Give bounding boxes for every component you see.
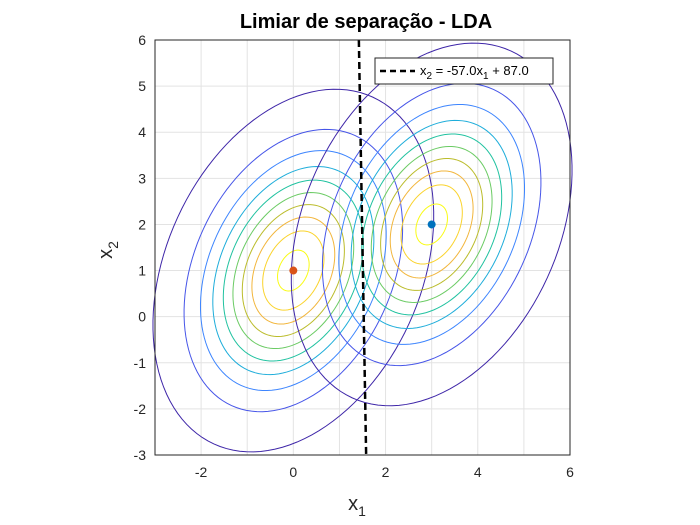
x-tick-label: 6: [566, 464, 574, 480]
y-tick-label: -1: [134, 355, 147, 371]
contour-line: [212, 166, 375, 376]
contour-line: [251, 216, 336, 325]
contour-line: [370, 145, 493, 303]
contour-line: [241, 204, 345, 337]
contour-line: [183, 128, 404, 413]
y-tick-label: -3: [134, 447, 147, 463]
y-tick-label: 5: [138, 78, 146, 94]
mean-marker: [289, 266, 298, 275]
y-tick-label: 2: [138, 216, 146, 232]
contour-line: [262, 230, 325, 311]
contour-line: [361, 133, 503, 316]
plot-frame: [154, 39, 571, 456]
contour-line: [199, 150, 387, 392]
contour-line: [152, 88, 435, 453]
legend: x2 = -57.0x1 + 87.0: [374, 57, 554, 85]
y-tick-label: 4: [138, 124, 146, 140]
x-tick-label: 0: [289, 464, 297, 480]
y-axis-label: x2: [95, 241, 121, 259]
contour-line: [277, 249, 310, 292]
y-tick-labels: -3 -2 -1 0 1 2 3 4 5 6: [134, 32, 147, 463]
contour-line: [338, 103, 526, 345]
y-tick-label: -2: [134, 401, 147, 417]
contour-line: [290, 42, 573, 407]
x-tick-label: -2: [195, 464, 208, 480]
y-tick-label: 1: [138, 263, 146, 279]
x-tick-label: 2: [382, 464, 390, 480]
contour-line: [400, 184, 463, 265]
mean-markers: [289, 220, 436, 275]
contour-line: [380, 158, 484, 291]
contour-plot: [152, 42, 573, 453]
y-tick-label: 6: [138, 32, 146, 48]
contour-line: [232, 192, 355, 350]
chart-title: Limiar de separação - LDA: [240, 11, 492, 33]
y-tick-label: 3: [138, 170, 146, 186]
x-axis-label: x1: [348, 493, 366, 519]
contour-line: [389, 170, 474, 279]
x-tick-label: 4: [474, 464, 482, 480]
legend-entry-label: x2 = -57.0x1 + 87.0: [420, 63, 529, 82]
gridlines: [155, 40, 570, 455]
y-tick-label: 0: [138, 309, 146, 325]
contour-line: [321, 82, 542, 367]
x-tick-labels: -2 0 2 4 6: [195, 464, 574, 480]
contour-line: [415, 203, 448, 246]
contour-line: [350, 119, 513, 329]
mean-marker: [427, 220, 436, 229]
boundary-layer: [357, 39, 368, 456]
lda-boundary-line: [357, 39, 368, 456]
